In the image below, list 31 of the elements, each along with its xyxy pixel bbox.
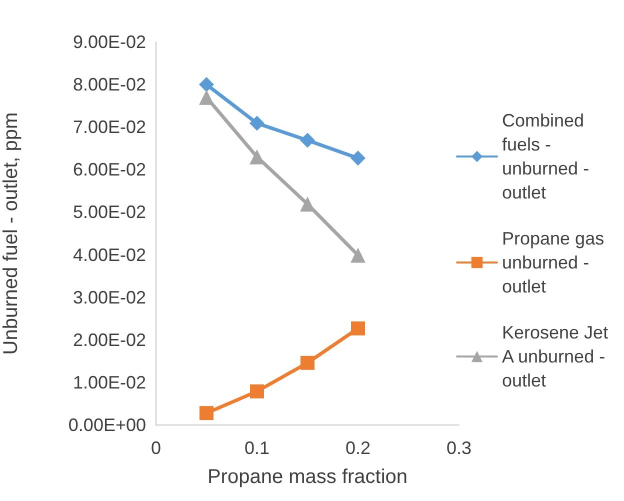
point [300, 356, 314, 370]
point [250, 149, 264, 164]
x-tick-label: 0.1 [244, 438, 270, 458]
legend-label: Kerosene Jet A unburned - outlet [502, 322, 614, 390]
point [200, 406, 214, 420]
y-tick-label: 1.00E-02 [72, 372, 146, 392]
point [350, 150, 366, 166]
y-tick-label: 5.00E-02 [72, 202, 146, 222]
x-tick-label: 0.2 [345, 438, 371, 458]
point [199, 77, 214, 92]
point [250, 116, 264, 131]
x-axis-title: Propane mass fraction [207, 466, 408, 488]
y-tick-label: 9.00E-02 [72, 32, 146, 52]
y-tick-label: 2.00E-02 [72, 330, 146, 350]
y-tick-label: 3.00E-02 [72, 287, 146, 308]
x-tick-label: 0.3 [446, 438, 472, 458]
y-axis-title: Unburned fuel - outlet, ppm [0, 112, 22, 355]
point [351, 321, 365, 336]
point [199, 90, 214, 105]
y-tick-label: 0.00E+00 [68, 415, 146, 435]
y-tick-label: 8.00E-02 [72, 74, 146, 95]
y-tick-label: 6.00E-02 [72, 160, 146, 180]
legend-label: Propane gas unburned - outlet [502, 228, 610, 296]
y-tick-label: 7.00E-02 [72, 117, 146, 138]
x-tick-label: 0 [150, 438, 162, 458]
point [300, 196, 315, 212]
y-tick-label: 4.00E-02 [72, 244, 146, 265]
point [250, 384, 264, 398]
point [350, 248, 366, 263]
legend-label: Combined fuels - unburned - outlet [502, 110, 594, 202]
point [300, 132, 315, 148]
